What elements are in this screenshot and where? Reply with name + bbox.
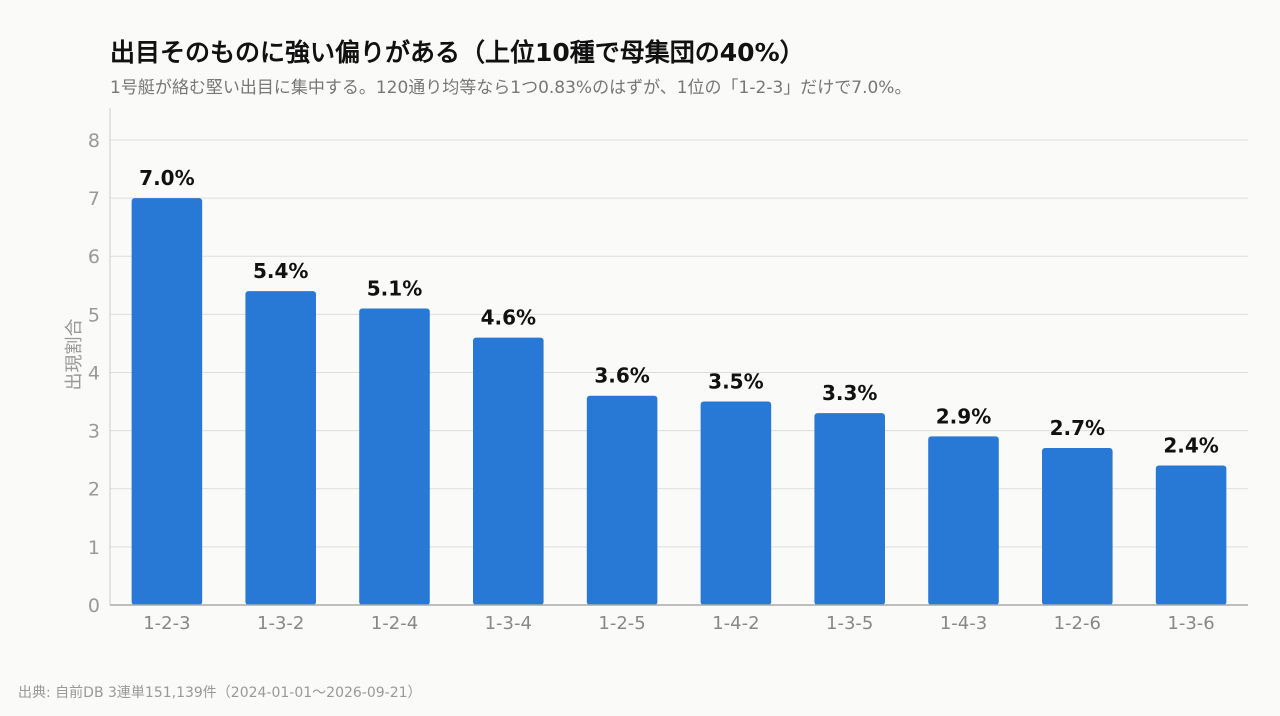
y-tick-label: 1 xyxy=(88,537,100,559)
data-labels: 7.0% 5.4% 5.1% 4.6% 3.6% 3.5% 3.3% 2.9% 2.7% 2.4% xyxy=(139,166,1219,457)
x-tick-label: 1-2-3 xyxy=(143,613,190,634)
data-label: 5.1% xyxy=(367,277,422,301)
y-axis-label: 出現割合 xyxy=(64,319,85,391)
x-tick-label: 1-4-2 xyxy=(712,613,759,634)
x-tick-label: 1-3-2 xyxy=(257,613,304,634)
x-tick-label: 1-2-6 xyxy=(1054,613,1101,634)
y-tick-label: 8 xyxy=(88,130,100,152)
bar-1-2-4 xyxy=(359,308,430,605)
data-label: 2.4% xyxy=(1163,433,1218,457)
data-label: 2.7% xyxy=(1050,416,1105,440)
bars xyxy=(131,198,1227,605)
bar-1-3-2 xyxy=(245,291,316,605)
bar-1-2-6 xyxy=(1042,448,1113,605)
y-tick-label: 5 xyxy=(88,304,100,326)
data-label: 3.3% xyxy=(822,381,877,405)
bar-1-3-5 xyxy=(814,413,885,605)
x-tick-label: 1-3-4 xyxy=(485,613,532,634)
bar-1-4-3 xyxy=(928,436,999,605)
bar-1-3-4 xyxy=(473,337,544,605)
x-axis-ticks: 1-2-3 1-3-2 1-2-4 1-3-4 1-2-5 1-4-2 1-3-5 1-4-3… xyxy=(143,613,1215,634)
data-label: 3.5% xyxy=(708,370,763,394)
bar-1-3-6 xyxy=(1155,465,1227,605)
bar-1-2-3 xyxy=(131,198,203,605)
x-tick-label: 1-2-5 xyxy=(598,613,645,634)
data-label: 2.9% xyxy=(936,404,991,428)
y-tick-label: 3 xyxy=(88,421,100,443)
chart-title: 出目そのものに強い偏りがある（上位10種で母集団の40%） xyxy=(110,38,805,67)
x-tick-label: 1-3-6 xyxy=(1167,613,1214,634)
x-tick-label: 1-4-3 xyxy=(940,613,987,634)
bar-1-2-5 xyxy=(586,395,658,605)
y-tick-label: 6 xyxy=(88,246,100,268)
y-axis-ticks: 0 1 2 3 4 5 6 7 8 xyxy=(88,130,100,617)
source-note: 出典: 自前DB 3連単151,139件（2024-01-01〜2026-09-… xyxy=(18,685,422,701)
y-tick-label: 7 xyxy=(88,188,100,210)
y-tick-label: 0 xyxy=(88,595,100,617)
y-tick-label: 4 xyxy=(88,362,100,384)
bar-1-4-2 xyxy=(700,401,772,605)
data-label: 3.6% xyxy=(594,364,649,388)
data-label: 7.0% xyxy=(139,166,194,190)
x-tick-label: 1-2-4 xyxy=(371,613,418,634)
data-label: 5.4% xyxy=(253,259,308,283)
y-tick-label: 2 xyxy=(88,479,100,501)
chart-subtitle: 1号艇が絡む堅い出目に集中する。120通り均等なら1つ0.83%のはずが、1位の… xyxy=(110,78,912,98)
x-tick-label: 1-3-5 xyxy=(826,613,873,634)
data-label: 4.6% xyxy=(481,306,536,330)
